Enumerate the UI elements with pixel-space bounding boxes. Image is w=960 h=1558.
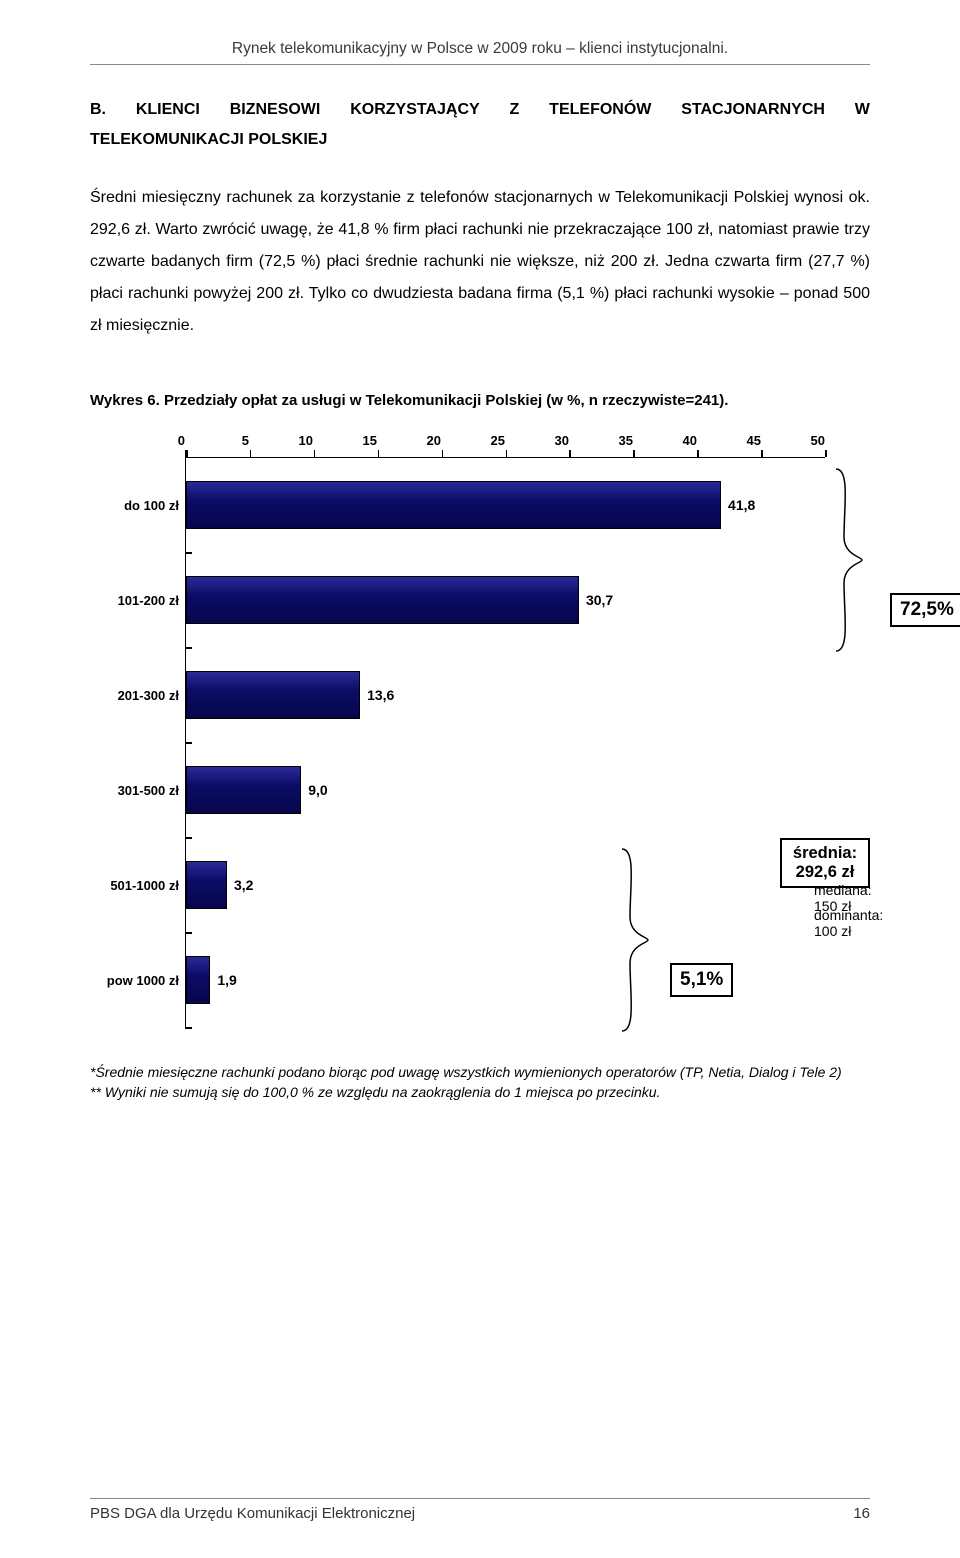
single-pct-box: 5,1% bbox=[670, 963, 733, 997]
section-title: B.KLIENCIBIZNESOWIKORZYSTAJĄCYZTELEFONÓW… bbox=[90, 95, 870, 156]
footer-left: PBS DGA dla Urzędu Komunikacji Elektroni… bbox=[90, 1505, 415, 1522]
bar: 3,2 bbox=[186, 861, 227, 909]
page-footer: PBS DGA dla Urzędu Komunikacji Elektroni… bbox=[90, 1498, 870, 1522]
bar-category-label: 201-300 zł bbox=[91, 688, 179, 703]
bar-value-label: 30,7 bbox=[586, 592, 613, 608]
brace-top bbox=[832, 467, 866, 653]
bar-category-label: 101-200 zł bbox=[91, 593, 179, 608]
group-pct-box: 72,5% bbox=[890, 593, 960, 627]
bar-value-label: 3,2 bbox=[234, 877, 253, 893]
bar: 9,0 bbox=[186, 766, 301, 814]
x-axis-ticks bbox=[185, 450, 825, 457]
mean-box: średnia: 292,6 zł bbox=[780, 838, 870, 888]
bar-value-label: 1,9 bbox=[217, 972, 236, 988]
bar-value-label: 13,6 bbox=[367, 687, 394, 703]
bar-row: 301-500 zł9,0 bbox=[186, 743, 825, 838]
bar-row: 201-300 zł13,6 bbox=[186, 648, 825, 743]
bar-value-label: 41,8 bbox=[728, 497, 755, 513]
footnote-a: *Średnie miesięczne rachunki podano bior… bbox=[90, 1062, 870, 1082]
bar-chart: 05101520253035404550 do 100 zł41,8101-20… bbox=[90, 433, 870, 1028]
footer-page: 16 bbox=[853, 1505, 870, 1522]
page-header: Rynek telekomunikacyjny w Polsce w 2009 … bbox=[90, 40, 870, 65]
bar-row: 101-200 zł30,7 bbox=[186, 553, 825, 648]
bar-category-label: do 100 zł bbox=[91, 498, 179, 513]
bar-category-label: 501-1000 zł bbox=[91, 878, 179, 893]
bar-row: 501-1000 zł3,2 bbox=[186, 838, 825, 933]
bar-row: do 100 zł41,8 bbox=[186, 458, 825, 553]
x-axis-labels: 05101520253035404550 bbox=[185, 433, 825, 448]
bar-category-label: pow 1000 zł bbox=[91, 973, 179, 988]
chart-caption: Wykres 6. Przedziały opłat za usługi w T… bbox=[90, 392, 870, 409]
section-title-line2: TELEKOMUNIKACJI POLSKIEJ bbox=[90, 125, 870, 155]
bar: 41,8 bbox=[186, 481, 721, 529]
bar: 1,9 bbox=[186, 956, 210, 1004]
paragraph: Średni miesięczny rachunek za korzystani… bbox=[90, 182, 870, 342]
brace-bottom bbox=[618, 847, 652, 1033]
mode-text: dominanta: 100 zł bbox=[814, 907, 883, 939]
bar-category-label: 301-500 zł bbox=[91, 783, 179, 798]
bar: 30,7 bbox=[186, 576, 579, 624]
bar-value-label: 9,0 bbox=[308, 782, 327, 798]
footnote-b: ** Wyniki nie sumują się do 100,0 % ze w… bbox=[90, 1082, 870, 1102]
plot-area: do 100 zł41,8101-200 zł30,7201-300 zł13,… bbox=[185, 457, 825, 1028]
bar: 13,6 bbox=[186, 671, 360, 719]
